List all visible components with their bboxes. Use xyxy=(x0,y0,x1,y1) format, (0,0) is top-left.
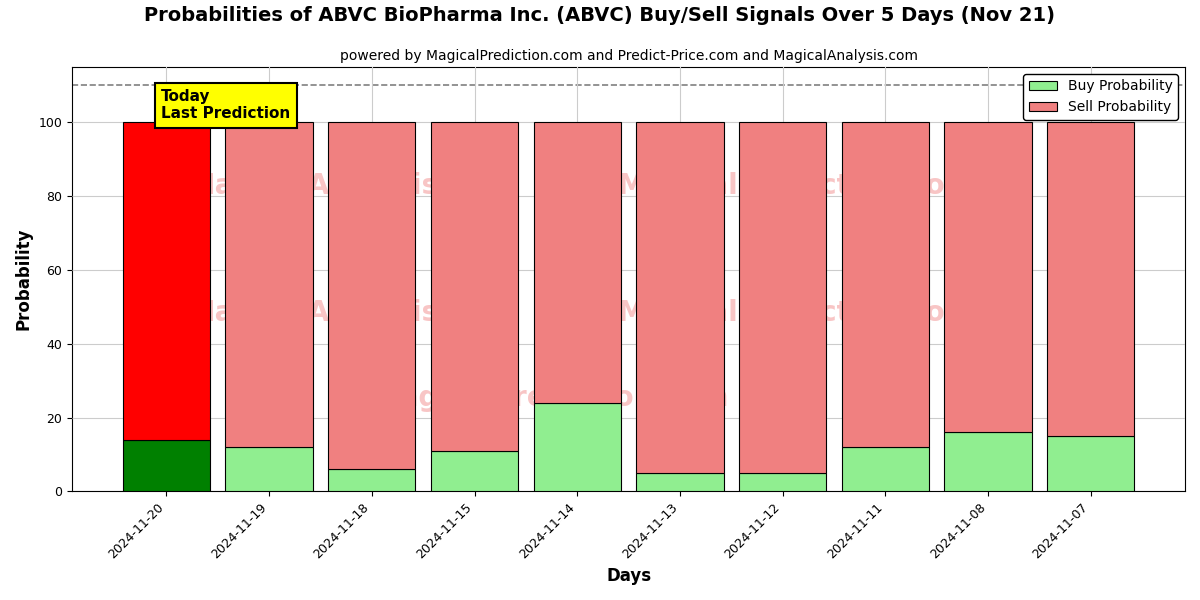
Bar xyxy=(226,447,313,491)
Bar xyxy=(1048,436,1134,491)
Bar xyxy=(841,122,929,447)
X-axis label: Days: Days xyxy=(606,567,652,585)
Text: MagicalAnalysis.com: MagicalAnalysis.com xyxy=(187,299,514,327)
Bar xyxy=(944,433,1032,491)
Y-axis label: Probability: Probability xyxy=(16,228,34,331)
Text: MagicalAnalysis.com: MagicalAnalysis.com xyxy=(187,172,514,200)
Bar xyxy=(841,447,929,491)
Text: Probabilities of ABVC BioPharma Inc. (ABVC) Buy/Sell Signals Over 5 Days (Nov 21: Probabilities of ABVC BioPharma Inc. (AB… xyxy=(144,6,1056,25)
Bar xyxy=(328,469,415,491)
Bar xyxy=(944,122,1032,433)
Text: MagicalPrediction.com: MagicalPrediction.com xyxy=(617,172,973,200)
Bar xyxy=(739,122,827,473)
Bar xyxy=(122,440,210,491)
Bar xyxy=(534,403,620,491)
Bar xyxy=(431,122,518,451)
Bar xyxy=(636,473,724,491)
Bar xyxy=(431,451,518,491)
Text: MagicalPrediction.com: MagicalPrediction.com xyxy=(372,384,728,412)
Text: Today
Last Prediction: Today Last Prediction xyxy=(161,89,290,121)
Title: powered by MagicalPrediction.com and Predict-Price.com and MagicalAnalysis.com: powered by MagicalPrediction.com and Pre… xyxy=(340,49,918,63)
Legend: Buy Probability, Sell Probability: Buy Probability, Sell Probability xyxy=(1024,74,1178,120)
Bar xyxy=(534,122,620,403)
Bar xyxy=(1048,122,1134,436)
Bar xyxy=(636,122,724,473)
Bar xyxy=(122,122,210,440)
Bar xyxy=(226,122,313,447)
Text: MagicalPrediction.com: MagicalPrediction.com xyxy=(617,299,973,327)
Bar xyxy=(328,122,415,469)
Bar xyxy=(739,473,827,491)
